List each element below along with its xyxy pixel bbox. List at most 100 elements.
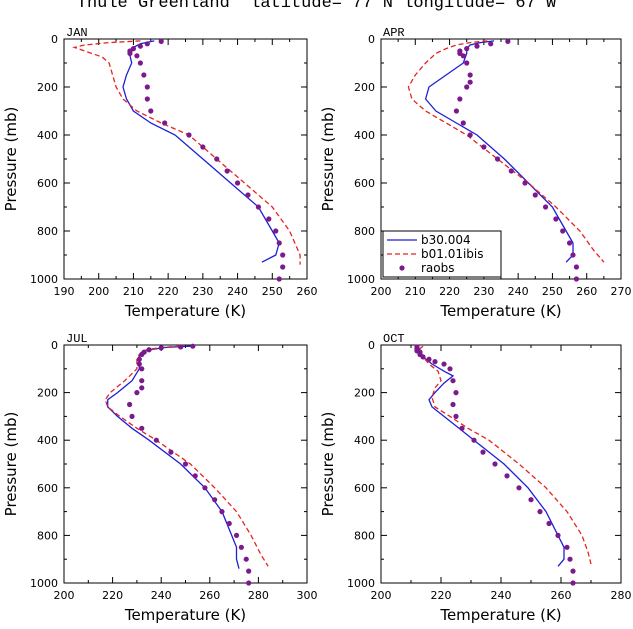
- legend-label: raobs: [421, 261, 455, 275]
- y-tick-label: 600: [37, 482, 58, 495]
- raobs-point: [537, 509, 543, 515]
- legend-label: b30.004: [421, 233, 471, 247]
- raobs-point: [505, 38, 511, 45]
- raobs-point: [573, 276, 580, 282]
- raobs-point: [245, 192, 251, 198]
- y-tick-label: 200: [354, 81, 375, 94]
- raobs-point: [186, 132, 192, 138]
- raobs-point: [129, 413, 135, 419]
- raobs-point: [148, 108, 154, 114]
- raobs-point: [144, 96, 150, 102]
- panel-apr: 200 210 220 230 240 250 260 270 0 200 400 600 800 100…: [319, 26, 632, 320]
- y-tick-label: 400: [354, 129, 375, 142]
- raobs-point: [460, 53, 466, 59]
- x-tick-label: 280: [248, 589, 269, 602]
- x-tick-label: 260: [199, 589, 220, 602]
- x-tick-label: 200: [371, 285, 392, 298]
- raobs-point: [276, 276, 282, 282]
- y-tick-label: 800: [354, 225, 375, 238]
- y-tick-label: 400: [37, 434, 58, 447]
- raobs-point: [136, 356, 142, 362]
- y-axis-title: Pressure (mb): [319, 107, 337, 212]
- raobs-point: [158, 345, 164, 351]
- raobs-point: [560, 228, 566, 234]
- raobs-point: [546, 520, 552, 527]
- raobs-point: [480, 449, 486, 455]
- y-tick-label: 800: [37, 529, 58, 542]
- raobs-point: [450, 401, 456, 408]
- y-tick-label: 1000: [30, 273, 58, 286]
- raobs-point: [432, 359, 438, 365]
- raobs-point: [139, 385, 145, 391]
- series-b01-01ibis-line: [104, 345, 269, 567]
- raobs-point: [162, 120, 168, 126]
- raobs-point: [234, 180, 241, 186]
- raobs-point: [182, 461, 189, 467]
- panel-label: JAN: [66, 26, 88, 40]
- x-tick-label: 220: [158, 285, 179, 298]
- x-tick-label: 220: [102, 589, 123, 602]
- raobs-point: [464, 84, 470, 90]
- raobs-point: [190, 343, 196, 349]
- raobs-point: [178, 344, 184, 350]
- raobs-point: [450, 378, 456, 384]
- raobs-point: [158, 38, 164, 45]
- raobs-point: [141, 72, 147, 78]
- raobs-point: [212, 497, 218, 503]
- raobs-point: [168, 449, 174, 455]
- raobs-point: [542, 204, 549, 210]
- raobs-point: [266, 216, 272, 222]
- raobs-point: [192, 473, 198, 479]
- plot-frame: [63, 38, 308, 280]
- raobs-point: [492, 461, 498, 467]
- raobs-point: [553, 216, 559, 222]
- raobs-point: [474, 43, 480, 49]
- raobs-point: [453, 390, 459, 396]
- y-tick-label: 1000: [347, 577, 375, 590]
- raobs-point: [139, 366, 145, 372]
- raobs-point: [555, 532, 561, 539]
- x-tick-label: 240: [227, 285, 248, 298]
- raobs-point: [464, 60, 470, 66]
- raobs-point: [238, 544, 244, 550]
- series-b01-01ibis-line: [407, 40, 605, 263]
- raobs-point: [564, 544, 570, 550]
- raobs-point: [153, 437, 159, 443]
- raobs-point: [255, 204, 261, 210]
- series-b30-004-line: [122, 40, 280, 263]
- raobs-point: [467, 79, 473, 85]
- x-tick-label: 200: [88, 285, 109, 298]
- raobs-point: [139, 351, 145, 358]
- x-tick-label: 300: [297, 589, 318, 602]
- y-axis-title: Pressure (mb): [2, 107, 20, 212]
- y-tick-label: 800: [37, 225, 58, 238]
- y-tick-label: 600: [354, 177, 375, 190]
- raobs-point: [134, 53, 140, 59]
- x-axis-title: Temperature (K): [439, 606, 561, 624]
- x-tick-label: 200: [371, 589, 392, 602]
- raobs-point: [464, 46, 470, 52]
- raobs-point: [226, 520, 232, 527]
- x-tick-label: 260: [551, 589, 572, 602]
- raobs-point: [528, 497, 534, 503]
- raobs-point: [441, 361, 447, 367]
- raobs-point: [127, 401, 133, 408]
- x-tick-label: 240: [151, 589, 172, 602]
- raobs-point: [567, 556, 573, 562]
- raobs-point: [570, 568, 576, 574]
- y-tick-label: 200: [37, 387, 58, 400]
- x-tick-label: 250: [262, 285, 283, 298]
- y-tick-label: 200: [37, 81, 58, 94]
- y-tick-label: 1000: [347, 273, 375, 286]
- series-b01-01ibis-line: [419, 345, 592, 565]
- raobs-point: [214, 156, 220, 162]
- raobs-point: [202, 485, 208, 491]
- raobs-point: [570, 252, 576, 258]
- raobs-point: [459, 425, 465, 431]
- x-axis-title: Temperature (K): [124, 302, 246, 320]
- x-tick-label: 230: [473, 285, 494, 298]
- raobs-point: [137, 43, 143, 49]
- raobs-point: [447, 366, 453, 372]
- raobs-point: [467, 72, 473, 78]
